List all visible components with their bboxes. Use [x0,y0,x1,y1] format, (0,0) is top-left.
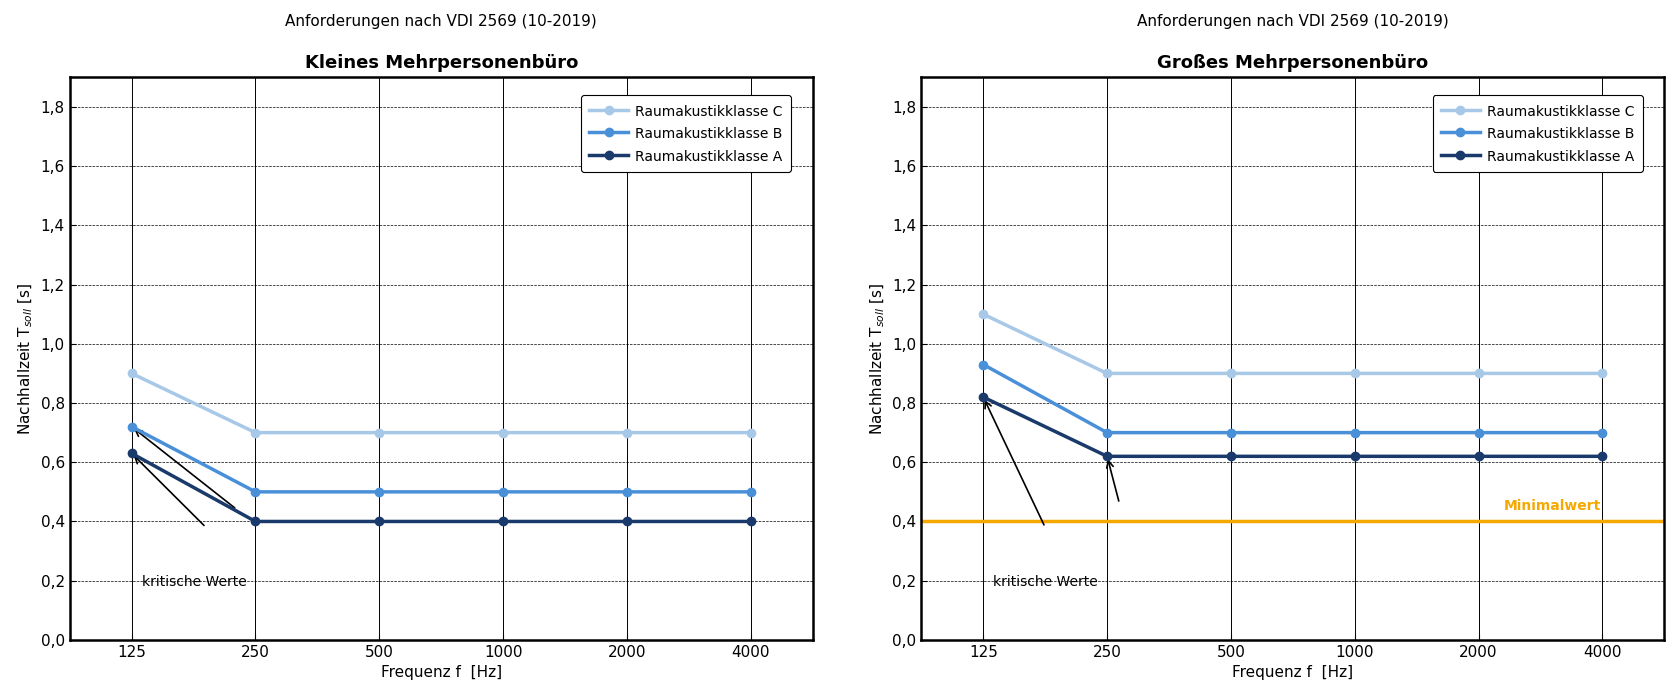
Raumakustikklasse A [617,517,637,526]
Raumakustikklasse B [121,422,141,431]
Raumakustikklasse C [1591,369,1611,378]
Raumakustikklasse A [245,517,265,526]
Raumakustikklasse A [370,517,390,526]
X-axis label: Frequenz f  [Hz]: Frequenz f [Hz] [380,666,502,680]
Raumakustikklasse C [973,310,993,319]
Line: Raumakustikklasse C: Raumakustikklasse C [978,310,1606,378]
Text: kritische Werte: kritische Werte [993,575,1097,589]
Raumakustikklasse A [121,449,141,457]
Raumakustikklasse C [1344,369,1364,378]
Text: Kleines Mehrpersonenbüro: Kleines Mehrpersonenbüro [304,54,578,72]
Y-axis label: Nachhallzeit T$_{soll}$ [s]: Nachhallzeit T$_{soll}$ [s] [869,282,885,435]
Line: Raumakustikklasse A: Raumakustikklasse A [128,449,754,526]
Raumakustikklasse A [741,517,761,526]
X-axis label: Frequenz f  [Hz]: Frequenz f [Hz] [1231,666,1352,680]
Raumakustikklasse A [1468,452,1488,461]
Line: Raumakustikklasse A: Raumakustikklasse A [978,393,1606,461]
Raumakustikklasse C [370,429,390,437]
Raumakustikklasse A [1097,452,1117,461]
Raumakustikklasse B [1097,429,1117,437]
Line: Raumakustikklasse B: Raumakustikklasse B [978,360,1606,437]
Raumakustikklasse C [121,369,141,378]
Raumakustikklasse C [617,429,637,437]
Raumakustikklasse A [1344,452,1364,461]
Raumakustikklasse B [245,488,265,496]
Raumakustikklasse C [741,429,761,437]
Raumakustikklasse A [1591,452,1611,461]
Raumakustikklasse B [1591,429,1611,437]
Text: Großes Mehrpersonenbüro: Großes Mehrpersonenbüro [1156,54,1428,72]
Raumakustikklasse B [1344,429,1364,437]
Y-axis label: Nachhallzeit T$_{soll}$ [s]: Nachhallzeit T$_{soll}$ [s] [17,282,35,435]
Raumakustikklasse B [617,488,637,496]
Raumakustikklasse B [492,488,512,496]
Text: Minimalwert: Minimalwert [1502,498,1599,512]
Text: Anforderungen nach VDI 2569 (10-2019): Anforderungen nach VDI 2569 (10-2019) [1136,15,1448,29]
Text: kritische Werte: kritische Werte [141,575,247,589]
Raumakustikklasse C [1468,369,1488,378]
Legend: Raumakustikklasse C, Raumakustikklasse B, Raumakustikklasse A: Raumakustikklasse C, Raumakustikklasse B… [1431,95,1641,172]
Raumakustikklasse A [1220,452,1240,461]
Raumakustikklasse A [973,393,993,401]
Raumakustikklasse C [1220,369,1240,378]
Raumakustikklasse B [1220,429,1240,437]
Raumakustikklasse C [245,429,265,437]
Raumakustikklasse C [1097,369,1117,378]
Raumakustikklasse B [741,488,761,496]
Legend: Raumakustikklasse C, Raumakustikklasse B, Raumakustikklasse A: Raumakustikklasse C, Raumakustikklasse B… [581,95,791,172]
Line: Raumakustikklasse B: Raumakustikklasse B [128,422,754,496]
Text: Anforderungen nach VDI 2569 (10-2019): Anforderungen nach VDI 2569 (10-2019) [286,15,596,29]
Line: Raumakustikklasse C: Raumakustikklasse C [128,369,754,437]
Raumakustikklasse A [492,517,512,526]
Raumakustikklasse C [492,429,512,437]
Raumakustikklasse B [1468,429,1488,437]
Raumakustikklasse B [973,360,993,369]
Raumakustikklasse B [370,488,390,496]
